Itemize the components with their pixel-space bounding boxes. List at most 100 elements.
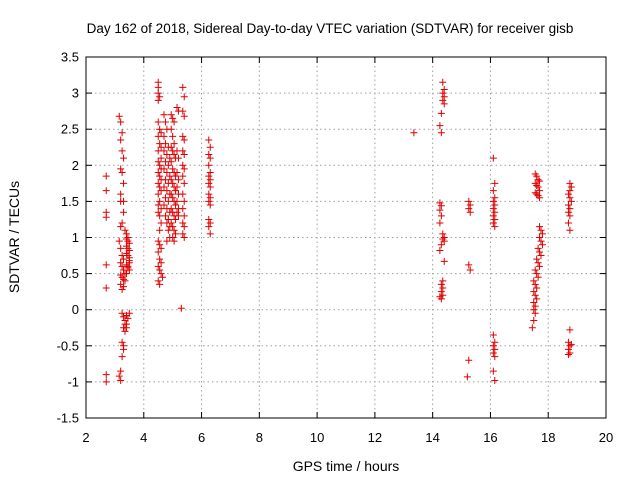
data-point xyxy=(531,309,539,317)
data-point xyxy=(118,147,126,155)
data-point xyxy=(489,219,497,227)
data-point xyxy=(566,342,574,350)
data-point xyxy=(154,277,162,285)
data-point xyxy=(179,83,187,91)
data-point xyxy=(206,194,214,202)
data-point xyxy=(118,353,126,361)
data-point xyxy=(179,219,187,227)
data-point xyxy=(118,309,126,317)
data-point xyxy=(179,230,187,238)
data-point xyxy=(117,118,125,126)
y-tick-label: -1 xyxy=(67,374,79,389)
data-point xyxy=(115,112,123,120)
data-point xyxy=(169,179,177,187)
data-point xyxy=(180,136,188,144)
x-tick-label: 16 xyxy=(483,430,497,445)
data-point xyxy=(440,237,448,245)
data-point xyxy=(117,259,125,267)
data-point xyxy=(125,309,133,317)
data-point xyxy=(564,190,572,198)
data-point xyxy=(180,223,188,231)
data-point xyxy=(465,356,473,364)
data-point xyxy=(167,176,175,184)
data-point xyxy=(117,190,125,198)
data-point xyxy=(154,190,162,198)
data-point xyxy=(437,288,445,296)
data-point xyxy=(156,125,164,133)
data-point xyxy=(533,295,541,303)
data-point xyxy=(173,104,181,112)
data-point xyxy=(437,129,445,137)
data-point xyxy=(534,176,542,184)
data-point xyxy=(465,197,473,205)
data-point xyxy=(439,78,447,86)
data-point xyxy=(437,109,445,117)
data-point xyxy=(206,154,214,162)
data-point xyxy=(489,331,497,339)
data-point xyxy=(489,205,497,213)
data-point xyxy=(163,237,171,245)
data-point xyxy=(440,93,448,101)
data-point xyxy=(179,190,187,198)
data-point xyxy=(167,111,175,119)
data-points xyxy=(102,78,575,386)
data-point xyxy=(491,208,499,216)
data-point xyxy=(154,179,162,187)
data-point xyxy=(120,154,128,162)
data-point xyxy=(440,100,448,108)
data-point xyxy=(531,302,539,310)
data-point xyxy=(118,338,126,346)
y-tick-label: 3 xyxy=(72,86,79,101)
data-point xyxy=(533,190,541,198)
data-point xyxy=(205,223,213,231)
data-point xyxy=(206,176,214,184)
data-point xyxy=(160,201,168,209)
data-point xyxy=(120,283,128,291)
data-point xyxy=(102,378,110,386)
data-point xyxy=(160,132,168,140)
data-point xyxy=(465,205,473,213)
data-point xyxy=(157,154,165,162)
data-point xyxy=(466,266,474,274)
data-point xyxy=(117,376,125,384)
data-point xyxy=(170,140,178,148)
y-tick-label: 0 xyxy=(72,302,79,317)
data-point xyxy=(566,205,574,213)
data-point xyxy=(173,208,181,216)
data-point xyxy=(120,197,128,205)
data-point xyxy=(159,273,167,281)
data-point xyxy=(536,262,544,270)
data-point xyxy=(120,255,128,263)
data-point xyxy=(531,291,539,299)
data-point xyxy=(489,367,497,375)
data-point xyxy=(566,326,574,334)
data-point xyxy=(205,172,213,180)
data-point xyxy=(567,197,575,205)
y-tick-label: 1 xyxy=(72,230,79,245)
data-point xyxy=(154,158,162,166)
data-point xyxy=(205,197,213,205)
data-point xyxy=(489,154,497,162)
data-point xyxy=(465,261,473,269)
data-point xyxy=(173,197,181,205)
data-point xyxy=(491,201,499,209)
data-point xyxy=(489,197,497,205)
data-point xyxy=(172,201,180,209)
data-point xyxy=(124,262,132,270)
data-point xyxy=(120,342,128,350)
data-point xyxy=(179,147,187,155)
data-point xyxy=(160,165,168,173)
data-point xyxy=(567,340,575,348)
data-point xyxy=(536,177,544,185)
data-point xyxy=(117,165,125,173)
data-point xyxy=(115,237,123,245)
data-point xyxy=(437,241,445,249)
data-point xyxy=(167,190,175,198)
y-axis-title: SDTVAR / TECUs xyxy=(6,181,22,293)
data-point xyxy=(118,129,126,137)
data-point xyxy=(491,215,499,223)
data-point xyxy=(122,324,130,332)
data-point xyxy=(154,89,162,97)
data-point xyxy=(125,246,133,254)
